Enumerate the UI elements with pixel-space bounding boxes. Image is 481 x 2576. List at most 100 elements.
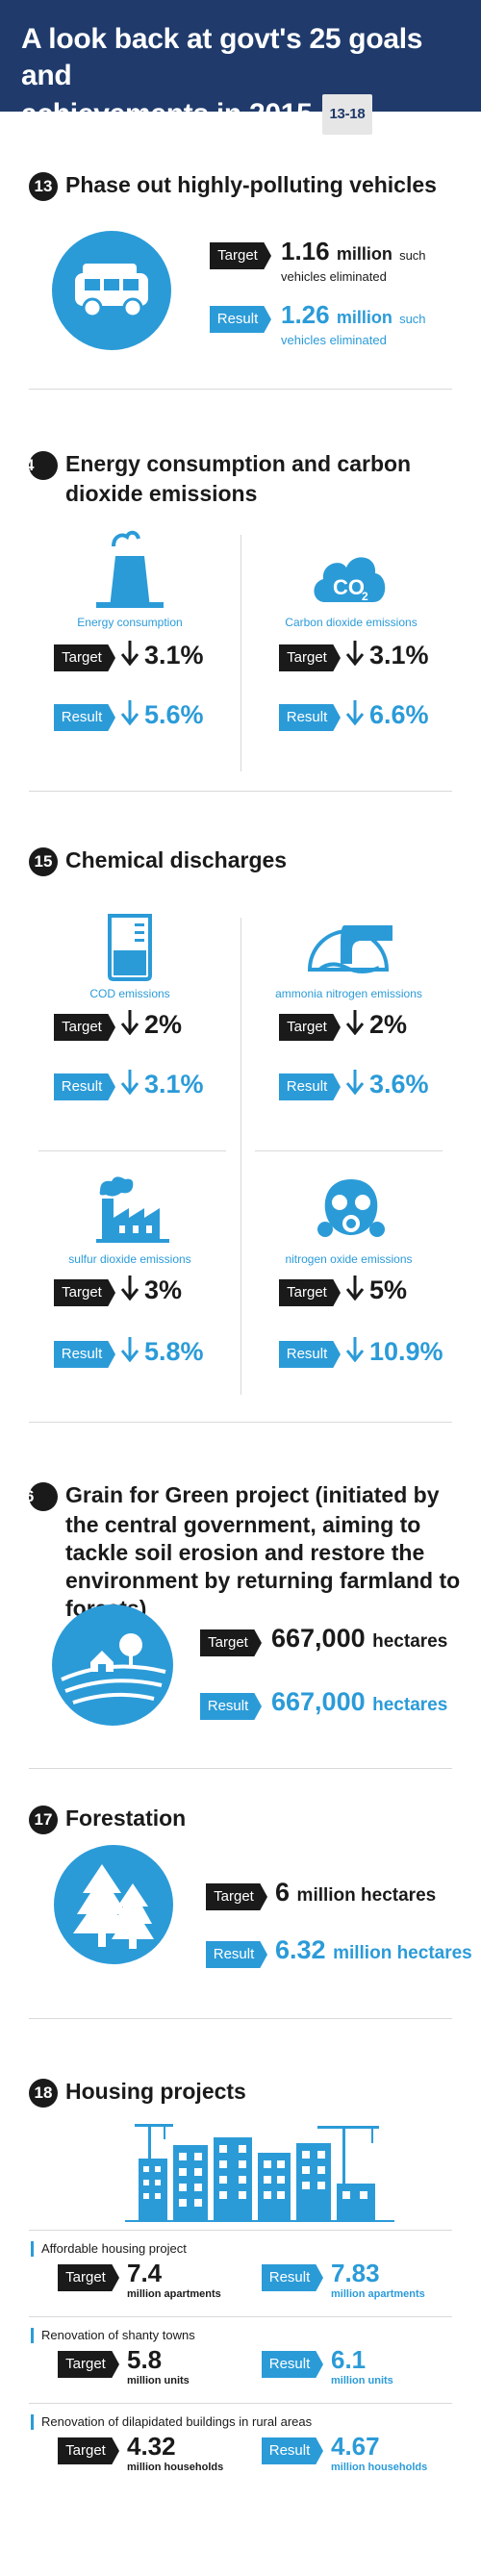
- s13-result-tail: such: [399, 312, 426, 326]
- divider-17: [29, 2018, 452, 2019]
- pipe-discharge-icon: [307, 925, 392, 973]
- s13-result-sub: vehicles eliminated: [281, 333, 387, 347]
- divider-18-row2: [29, 2403, 452, 2404]
- s18-row1-result-value: 7.83: [331, 2259, 380, 2287]
- section-18-title: 18 Housing projects: [29, 2078, 246, 2108]
- section-15-title-text: Chemical discharges: [65, 847, 288, 872]
- farmland-icon-circle: [52, 1604, 173, 1726]
- s15-item3-result-tag: Result: [54, 1341, 115, 1368]
- s15-item1-caption: COD emissions: [89, 987, 170, 1000]
- s15-item4-result-tag: Result: [279, 1341, 341, 1368]
- s18-row2-target-value: 5.8: [127, 2345, 163, 2374]
- s15-item2-caption: ammonia nitrogen emissions: [275, 987, 422, 1000]
- s15-item1-target-tag: Target: [54, 1014, 115, 1041]
- s18-row3-target-value: 4.32: [127, 2432, 176, 2461]
- s13-target-sub: vehicles eliminated: [281, 269, 387, 284]
- beaker-icon: [108, 914, 152, 981]
- s15-item3-caption: sulfur dioxide emissions: [68, 1252, 191, 1266]
- section-17-title: 17 Forestation: [29, 1805, 186, 1834]
- s18-row1-result-unit: million apartments: [331, 2288, 425, 2300]
- s14-left-result-value: 5.6%: [121, 700, 204, 730]
- s14-left-result-text: 5.6%: [144, 700, 204, 729]
- s15-item1-target-value: 2%: [121, 1010, 182, 1040]
- down-arrow-icon: [121, 1070, 139, 1095]
- s15-item2-target-text: 2%: [369, 1010, 408, 1039]
- trees-icon: [73, 1864, 154, 1949]
- section-14-title-text: Energy consumption and carbon dioxide em…: [65, 451, 412, 506]
- s16-result-number: 667,000: [271, 1687, 366, 1716]
- section-16-title: 16 Grain for Green project (initiated by …: [16, 1481, 462, 1623]
- co2-icon-sub: 2: [362, 590, 368, 603]
- s15-item4-caption: nitrogen oxide emissions: [285, 1252, 413, 1266]
- down-arrow-icon: [346, 641, 364, 666]
- s17-target-value: 6 million hectares: [275, 1878, 436, 1907]
- page-title-line1: A look back at govt's 25 goals and: [21, 23, 423, 91]
- s14-right-target-tag: Target: [279, 644, 341, 671]
- divider-15-right: [255, 1150, 443, 1151]
- s16-target-number: 667,000: [271, 1624, 366, 1653]
- s14-right-result-value: 6.6%: [346, 700, 429, 730]
- page-title-line2: achievements in 2015 13-18: [21, 94, 460, 135]
- s15-item4-result-value: 10.9%: [346, 1337, 443, 1367]
- divider-15: [29, 1422, 452, 1423]
- divider-15-left: [38, 1150, 226, 1151]
- s15-item1-result-value: 3.1%: [121, 1070, 204, 1099]
- s15-item4-target-text: 5%: [369, 1275, 408, 1304]
- s18-row1-target-tag: Target: [58, 2264, 119, 2291]
- s16-target-tag: Target: [200, 1629, 262, 1656]
- divider-18-row1: [29, 2316, 452, 2317]
- s16-target-unit: hectares: [372, 1631, 448, 1652]
- s18-row2-target-tag: Target: [58, 2351, 119, 2378]
- page-title-line2-text: achievements in 2015: [21, 98, 313, 130]
- s14-right-result-tag: Result: [279, 704, 341, 731]
- s17-target-number: 6: [275, 1878, 291, 1907]
- s15-item3-target-text: 3%: [144, 1275, 183, 1304]
- s18-row2-label: Renovation of shanty towns: [31, 2328, 195, 2343]
- s15-item2-result-value: 3.6%: [346, 1070, 429, 1099]
- s15-item2-result-tag: Result: [279, 1073, 341, 1100]
- s18-row1-result-tag: Result: [262, 2264, 323, 2291]
- co2-cloud-icon: CO 2: [314, 557, 386, 603]
- s15-item1-result-tag: Result: [54, 1073, 115, 1100]
- s16-result-unit: hectares: [372, 1695, 448, 1715]
- power-plant-icon: [96, 530, 164, 608]
- trees-icon-circle: [54, 1845, 173, 1964]
- s14-left-result-tag: Result: [54, 704, 115, 731]
- s14-left-target-tag: Target: [54, 644, 115, 671]
- s16-result-value: 667,000 hectares: [271, 1687, 447, 1717]
- s18-row3-result-tag: Result: [262, 2437, 323, 2464]
- s15-item3-target-tag: Target: [54, 1279, 115, 1306]
- s15-item3-target-value: 3%: [121, 1275, 182, 1305]
- s16-result-tag: Result: [200, 1693, 262, 1720]
- s17-target-unit: million hectares: [296, 1885, 437, 1906]
- divider-14-vertical: [240, 535, 241, 771]
- farmland-icon: [61, 1633, 166, 1705]
- s15-item4-result-text: 10.9%: [369, 1337, 443, 1366]
- s13-target-tag: Target: [210, 242, 271, 269]
- s13-result-value: 1.26 million such: [281, 300, 426, 330]
- down-arrow-icon: [121, 641, 139, 666]
- s13-target-tail: such: [399, 248, 426, 263]
- down-arrow-icon: [121, 1337, 139, 1362]
- s18-row2-result-tag: Result: [262, 2351, 323, 2378]
- s17-target-tag: Target: [206, 1883, 267, 1910]
- down-arrow-icon: [121, 1275, 139, 1301]
- s15-item1-target-text: 2%: [144, 1010, 183, 1039]
- section-14-title: 14 Energy consumption and carbon dioxide …: [16, 450, 462, 508]
- s13-target-number: 1.16: [281, 237, 330, 265]
- gas-mask-icon: [317, 1179, 385, 1237]
- down-arrow-icon: [121, 1010, 139, 1035]
- s17-result-tag: Result: [206, 1941, 267, 1968]
- s17-result-unit: million hectares: [333, 1943, 472, 1963]
- s18-row3-label: Renovation of dilapidated buildings in r…: [31, 2414, 312, 2430]
- s18-row2-target-unit: million units: [127, 2375, 190, 2387]
- s15-item4-target-value: 5%: [346, 1275, 407, 1305]
- down-arrow-icon: [346, 1070, 364, 1095]
- s15-item4-target-tag: Target: [279, 1279, 341, 1306]
- s18-row3-target-unit: million households: [127, 2462, 224, 2473]
- section-15-title: 15 Chemical discharges: [29, 846, 287, 876]
- section-17-number: 17: [29, 1806, 58, 1834]
- s14-left-target-text: 3.1%: [144, 641, 204, 669]
- divider-13: [29, 389, 452, 390]
- down-arrow-icon: [346, 1337, 364, 1362]
